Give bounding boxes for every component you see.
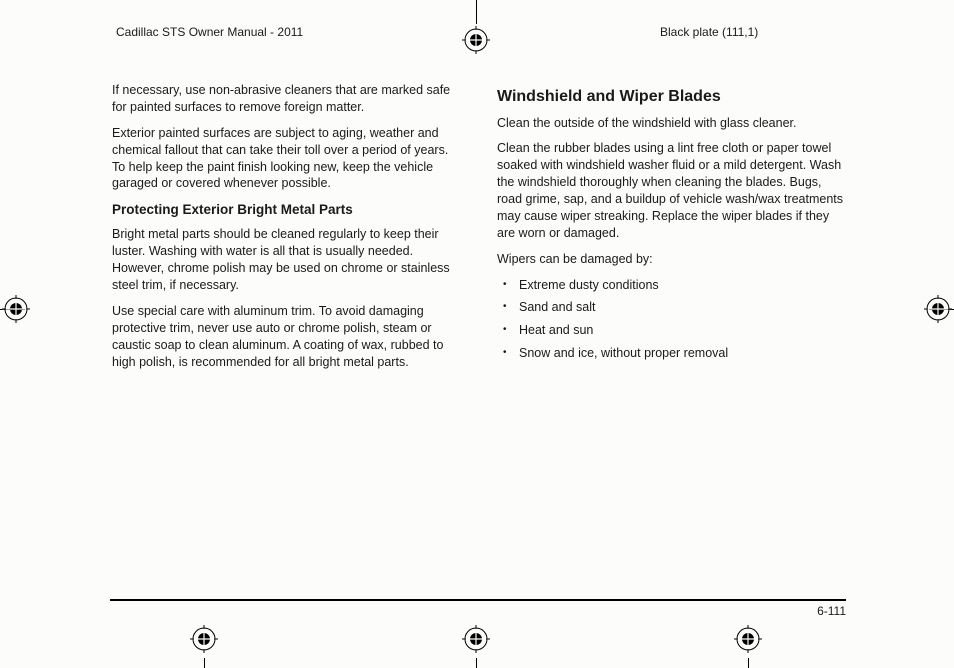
section-heading: Windshield and Wiper Blades	[497, 86, 846, 108]
list-item: Heat and sun	[519, 322, 846, 339]
list-item: Sand and salt	[519, 299, 846, 316]
body-paragraph: If necessary, use non-abrasive cleaners …	[112, 82, 461, 116]
left-column: If necessary, use non-abrasive cleaners …	[112, 82, 461, 379]
header-manual-title: Cadillac STS Owner Manual - 2011	[116, 25, 303, 39]
content-area: If necessary, use non-abrasive cleaners …	[112, 82, 846, 379]
crop-line	[748, 658, 749, 668]
body-paragraph: Clean the rubber blades using a lint fre…	[497, 140, 846, 241]
crop-line	[476, 0, 477, 24]
registration-mark-icon	[2, 295, 30, 328]
registration-mark-icon	[924, 295, 952, 328]
list-item: Extreme dusty conditions	[519, 277, 846, 294]
registration-mark-icon	[462, 625, 490, 658]
bullet-list: Extreme dusty conditions Sand and salt H…	[497, 277, 846, 363]
section-subheading: Protecting Exterior Bright Metal Parts	[112, 201, 461, 219]
crop-line	[476, 658, 477, 668]
header-plate-label: Black plate (111,1)	[660, 25, 758, 39]
registration-mark-icon	[462, 26, 490, 59]
body-paragraph: Exterior painted surfaces are subject to…	[112, 125, 461, 193]
footer-rule	[110, 599, 846, 601]
registration-mark-icon	[734, 625, 762, 658]
list-item: Snow and ice, without proper removal	[519, 345, 846, 362]
body-paragraph: Bright metal parts should be cleaned reg…	[112, 226, 461, 294]
body-paragraph: Use special care with aluminum trim. To …	[112, 303, 461, 371]
page-number: 6-111	[817, 604, 846, 618]
crop-line	[204, 658, 205, 668]
body-paragraph: Clean the outside of the windshield with…	[497, 115, 846, 132]
body-paragraph: Wipers can be damaged by:	[497, 251, 846, 268]
registration-mark-icon	[190, 625, 218, 658]
right-column: Windshield and Wiper Blades Clean the ou…	[497, 82, 846, 379]
